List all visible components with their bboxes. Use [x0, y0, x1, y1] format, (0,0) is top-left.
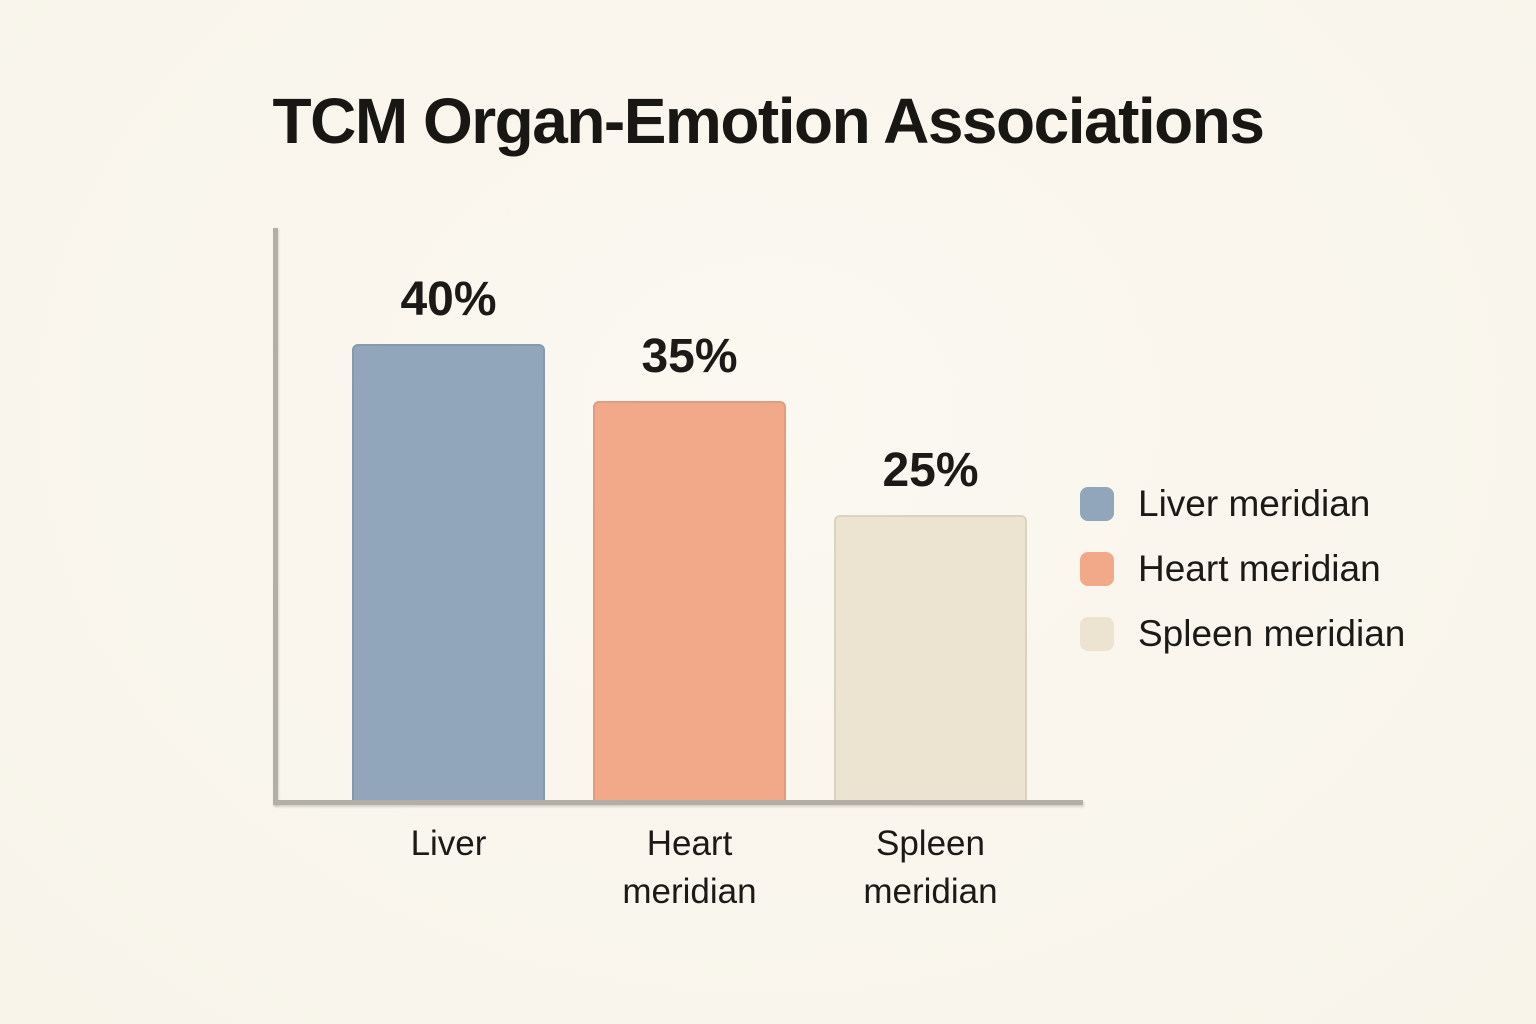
legend-item-heart-meridian: Heart meridian: [1080, 548, 1405, 589]
x-axis-label-heart-meridian: Heart meridian: [622, 824, 757, 912]
x-axis-label-spleen-meridian: Spleen meridian: [863, 824, 998, 912]
legend-item-spleen-meridian: Spleen meridian: [1080, 613, 1405, 654]
x-axis-label-liver: Liver: [410, 824, 487, 863]
legend: Liver meridian Heart meridian Spleen merid…: [1080, 483, 1405, 682]
bar-heart-meridian: [593, 401, 786, 800]
bar-spleen-meridian: [834, 515, 1027, 800]
legend-label-heart-meridian: Heart meridian: [1138, 548, 1381, 589]
legend-label-liver-meridian: Liver meridian: [1138, 483, 1371, 524]
bar-value-label-spleen-meridian: 25%: [882, 444, 979, 497]
bar-value-label-liver: 40%: [400, 273, 497, 326]
legend-swatch-spleen-meridian: [1080, 617, 1114, 651]
bar-liver: [352, 344, 545, 800]
legend-swatch-heart-meridian: [1080, 552, 1114, 586]
legend-label-spleen-meridian: Spleen meridian: [1138, 613, 1406, 654]
legend-swatch-liver-meridian: [1080, 487, 1114, 521]
legend-item-liver-meridian: Liver meridian: [1080, 483, 1405, 524]
bar-value-label-heart-meridian: 35%: [641, 330, 738, 383]
x-axis-line: [273, 800, 1083, 805]
y-axis-line: [273, 228, 278, 805]
chart-title: TCM Organ-Emotion Associations: [272, 85, 1265, 157]
